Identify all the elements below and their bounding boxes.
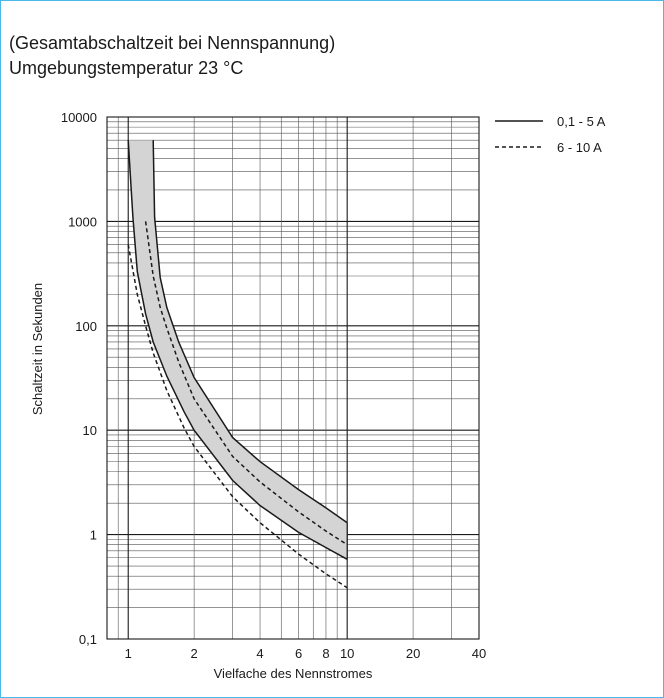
y-tick-label: 1000 xyxy=(68,214,97,229)
legend-label: 6 - 10 A xyxy=(557,140,602,155)
title-line-2: Umgebungstemperatur 23 °C xyxy=(9,58,244,78)
y-axis-label: Schaltzeit in Sekunden xyxy=(30,283,45,415)
x-tick-label: 8 xyxy=(322,646,329,661)
plot-border xyxy=(106,116,480,640)
series-line-upper xyxy=(144,221,348,546)
x-tick-label: 10 xyxy=(340,646,354,661)
x-tick-label: 40 xyxy=(472,646,486,661)
series-line-upper xyxy=(152,140,348,524)
series-bands xyxy=(128,140,348,560)
chart-title: (Gesamtabschaltzeit bei Nennspannung) Um… xyxy=(9,31,335,81)
y-tick-label: 10000 xyxy=(61,110,97,125)
y-tick-label: 0,1 xyxy=(79,632,97,647)
series-line-lower xyxy=(127,140,348,560)
title-line-1: (Gesamtabschaltzeit bei Nennspannung) xyxy=(9,33,336,53)
legend-label: 0,1 - 5 A xyxy=(557,114,606,129)
y-tick-label: 1 xyxy=(90,528,97,543)
x-tick-label: 20 xyxy=(406,646,420,661)
legend: 0,1 - 5 A 6 - 10 A xyxy=(495,114,606,155)
y-tick-label: 100 xyxy=(75,319,97,334)
y-tick-labels: 0,1 1 10 100 1000 10000 xyxy=(61,110,97,647)
x-tick-label: 6 xyxy=(295,646,302,661)
x-tick-labels: 1 2 4 6 8 10 20 40 xyxy=(125,646,487,661)
x-axis-label: Vielfache des Nennstromes xyxy=(214,666,373,681)
x-tick-label: 1 xyxy=(125,646,132,661)
x-tick-label: 4 xyxy=(256,646,263,661)
y-tick-label: 10 xyxy=(83,423,97,438)
series-band xyxy=(128,140,348,560)
grid xyxy=(106,116,480,640)
x-tick-label: 2 xyxy=(191,646,198,661)
series-line-lower xyxy=(127,244,348,589)
series-lines xyxy=(127,140,348,589)
